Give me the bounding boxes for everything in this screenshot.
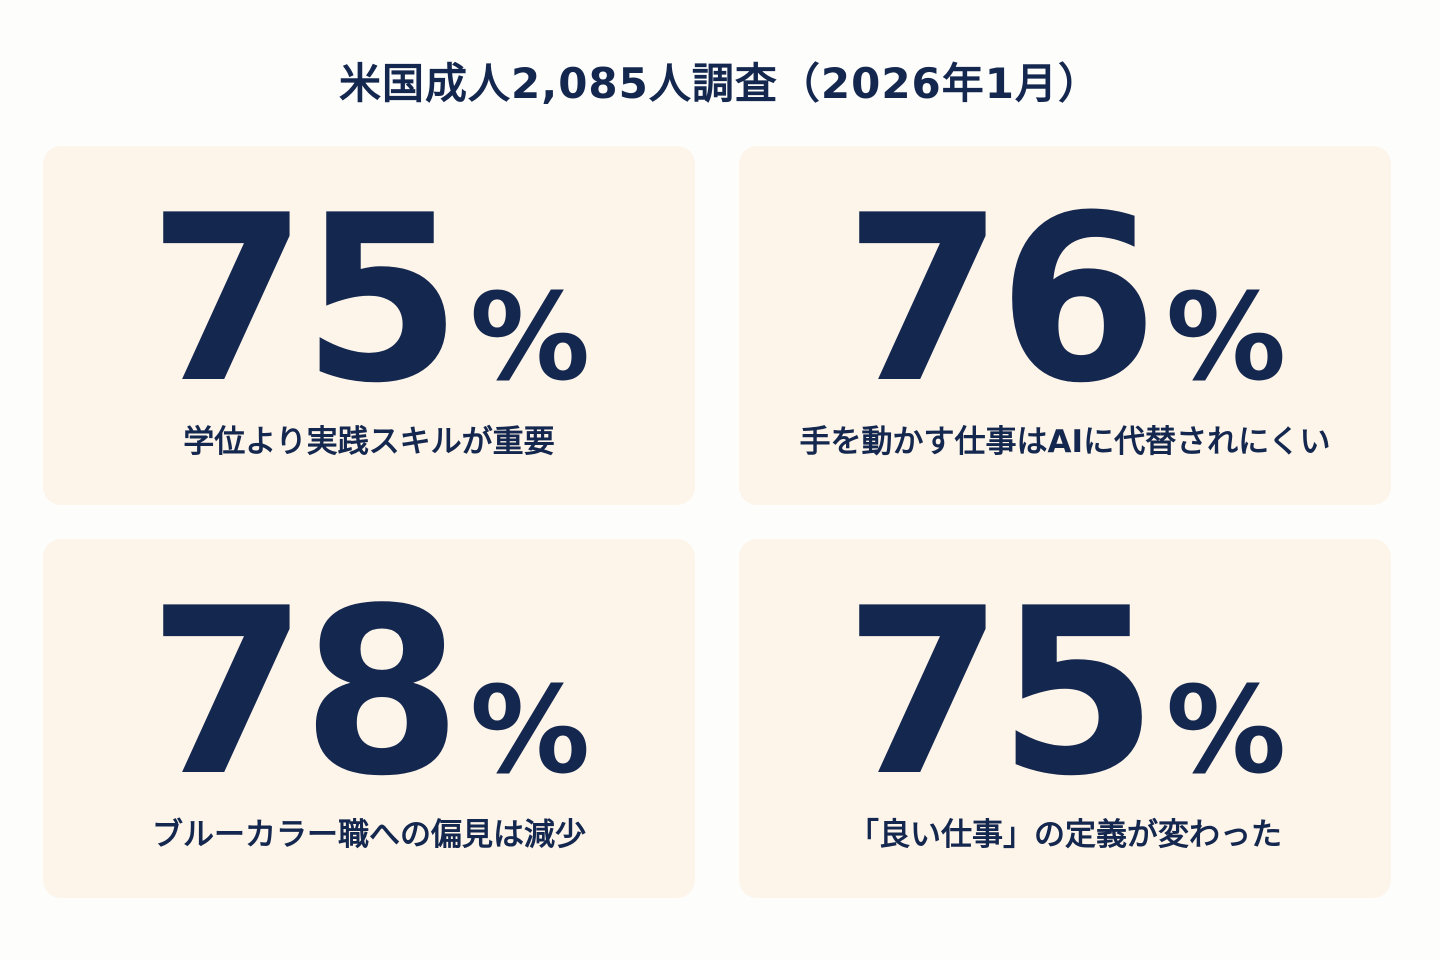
stat: 76% xyxy=(739,186,1391,416)
stat: 78% xyxy=(43,579,695,809)
stat-label: ブルーカラー職への偏見は減少 xyxy=(152,817,586,853)
title: 米国成人2,085人調査（2026年1月） xyxy=(339,59,1101,108)
stat-label: 「良い仕事」の定義が変わった xyxy=(848,817,1282,853)
stat-value: 75 xyxy=(147,167,462,434)
stat: 75% xyxy=(739,579,1391,809)
stat-value: 76 xyxy=(843,167,1158,434)
stat-card: 75% 「良い仕事」の定義が変わった xyxy=(739,539,1391,898)
stat-value: 78 xyxy=(147,560,462,827)
stat-card: 78% ブルーカラー職への偏見は減少 xyxy=(43,539,695,898)
stat-value: 75 xyxy=(843,560,1158,827)
stat-unit: % xyxy=(1165,269,1287,408)
stat-card: 76% 手を動かす仕事はAIに代替されにくい xyxy=(739,146,1391,505)
stat-label: 学位より実践スキルが重要 xyxy=(183,424,555,460)
stat-label: 手を動かす仕事はAIに代替されにくい xyxy=(799,424,1331,460)
stat-card: 75% 学位より実践スキルが重要 xyxy=(43,146,695,505)
stat-unit: % xyxy=(1165,662,1287,801)
stat-unit: % xyxy=(469,269,591,408)
stat-unit: % xyxy=(469,662,591,801)
stat: 75% xyxy=(43,186,695,416)
